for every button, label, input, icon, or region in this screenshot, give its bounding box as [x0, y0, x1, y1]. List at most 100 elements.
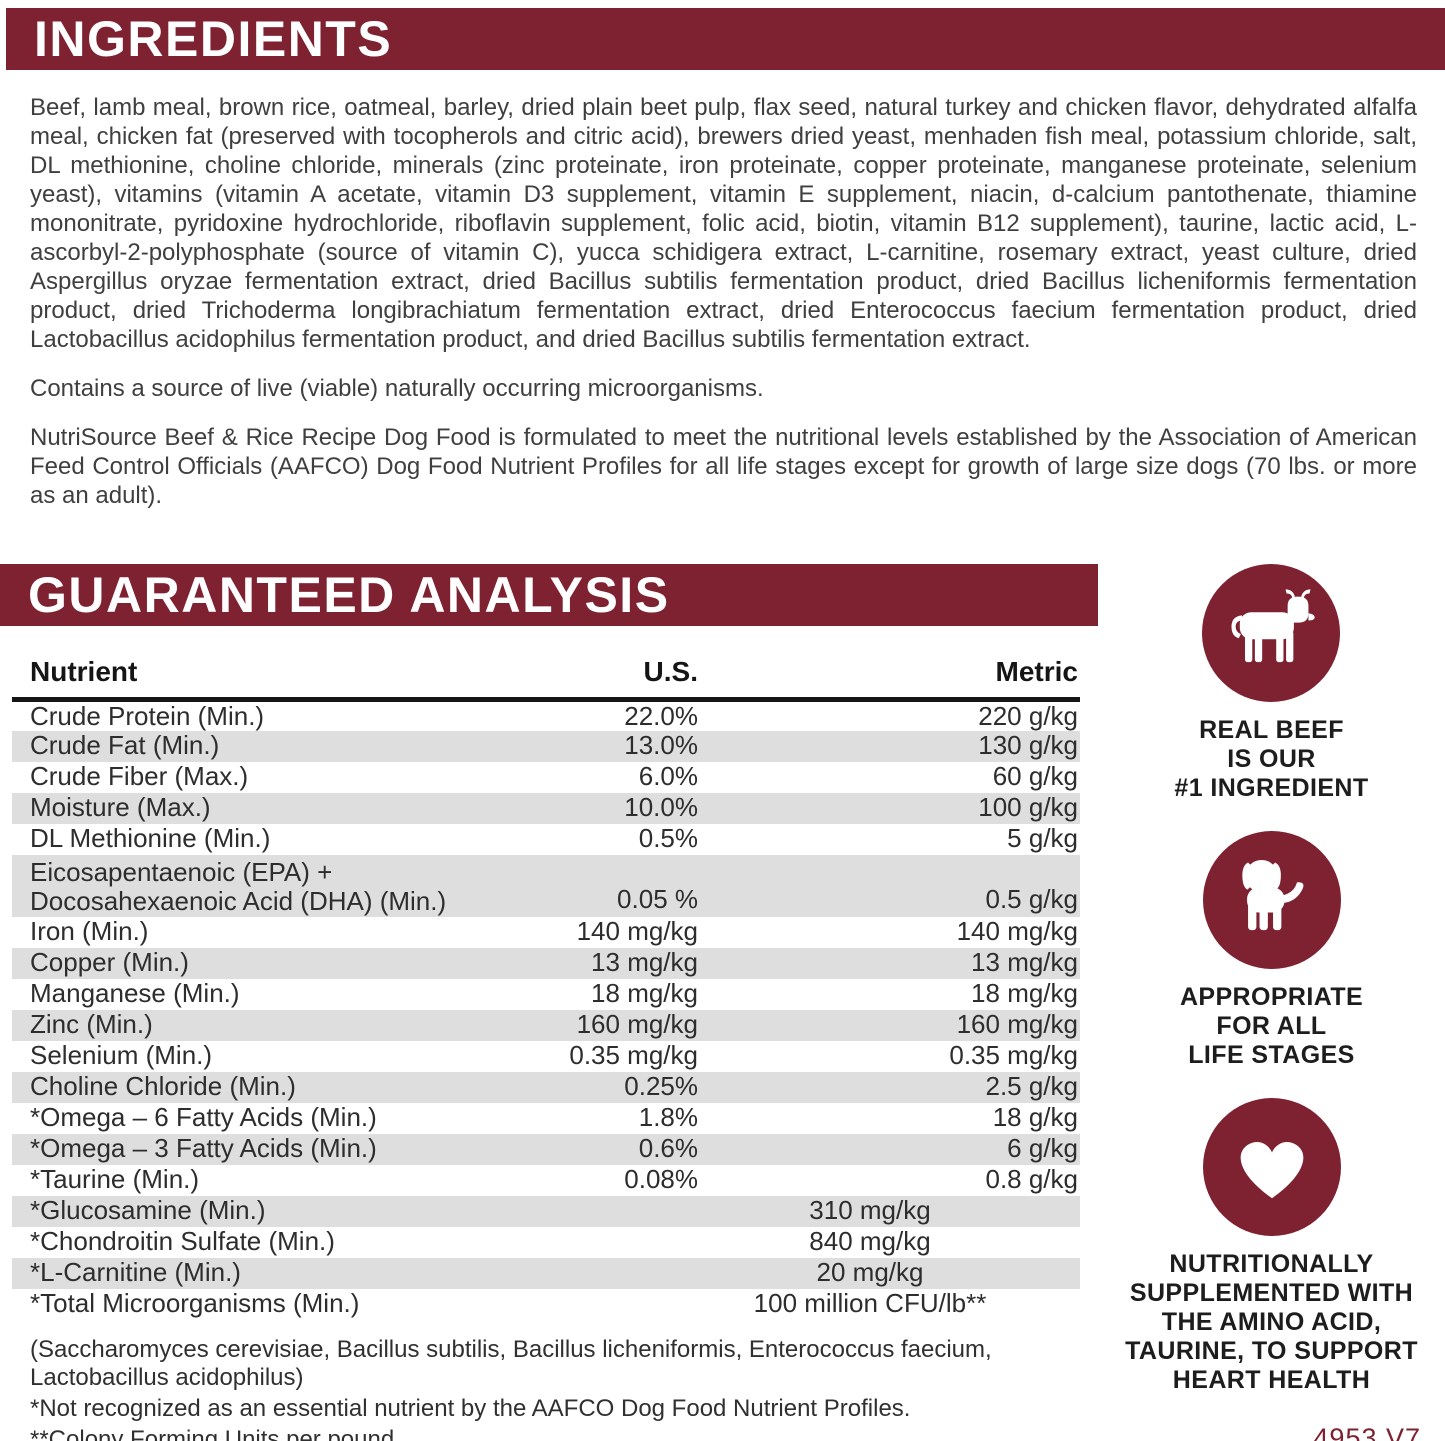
nutrient-name: *Glucosamine (Min.)	[30, 1195, 266, 1226]
nutrient-name: Eicosapentaenoic (EPA) + Docosahexaenoic…	[30, 856, 447, 916]
nutrient-name: Crude Protein (Min.)	[30, 700, 265, 731]
nutrient-name: Crude Fiber (Max.)	[30, 761, 249, 792]
guaranteed-analysis-banner: GUARANTEED ANALYSIS	[0, 564, 1098, 626]
analysis-row: *Omega – 6 Fatty Acids (Min.) 1.8% 18 g/kg	[12, 1103, 1080, 1134]
nutrient-value-metric: 130 g/kg	[978, 730, 1078, 761]
footnote: **Colony Forming Units per pound	[30, 1425, 395, 1441]
guaranteed-analysis-section: GUARANTEED ANALYSIS Nutrient U.S. Metric…	[0, 564, 1098, 1441]
column-header-us: U.S.	[490, 656, 700, 702]
analysis-row: Choline Chloride (Min.) 0.25% 2.5 g/kg	[12, 1071, 1080, 1103]
analysis-row: Zinc (Min.) 160 mg/kg 160 mg/kg	[12, 1009, 1080, 1041]
version-code: 4953 V7	[1313, 1423, 1421, 1441]
nutrient-name: Moisture (Max.)	[30, 792, 211, 823]
nutrient-value: 20 mg/kg	[816, 1257, 924, 1288]
nutrient-value-metric: 6 g/kg	[1007, 1133, 1078, 1164]
badge-caption: REAL BEEF IS OUR #1 INGREDIENT	[1174, 716, 1369, 802]
analysis-row: *Omega – 3 Fatty Acids (Min.) 0.6% 6 g/kg	[12, 1133, 1080, 1165]
nutrient-value-metric: 5 g/kg	[1007, 823, 1078, 854]
nutrient-value-us: 0.6%	[638, 1133, 698, 1164]
nutrient-value-us: 0.5%	[638, 823, 698, 854]
analysis-header-row: Nutrient U.S. Metric	[12, 656, 1080, 702]
nutrient-name: Choline Chloride (Min.)	[30, 1071, 296, 1102]
nutrient-name: *L-Carnitine (Min.)	[30, 1257, 241, 1288]
nutrient-name: *Omega – 6 Fatty Acids (Min.)	[30, 1102, 377, 1133]
live-microorganisms-note: Contains a source of live (viable) natur…	[30, 375, 764, 402]
guaranteed-analysis-title: GUARANTEED ANALYSIS	[28, 567, 670, 623]
nutrient-value: 840 mg/kg	[809, 1226, 931, 1257]
analysis-footnotes: (Saccharomyces cerevisiae, Bacillus subt…	[30, 1336, 1054, 1441]
nutrient-value-metric: 100 g/kg	[978, 792, 1078, 823]
nutrient-value-metric: 220 g/kg	[978, 700, 1078, 731]
nutrient-value-us: 13 mg/kg	[591, 947, 698, 978]
nutrient-name: *Chondroitin Sulfate (Min.)	[30, 1226, 335, 1257]
badge-caption: NUTRITIONALLY SUPPLEMENTED WITH THE AMINO …	[1125, 1250, 1418, 1394]
analysis-row: *L-Carnitine (Min.) 20 mg/kg	[12, 1257, 1080, 1289]
nutrient-name: Iron (Min.)	[30, 916, 149, 947]
nutrient-value-metric: 60 g/kg	[992, 761, 1078, 792]
guaranteed-analysis-table: Nutrient U.S. Metric Crude Protein (Min.…	[12, 656, 1080, 1320]
analysis-row: Moisture (Max.) 10.0% 100 g/kg	[12, 792, 1080, 824]
nutrient-value-metric: 13 mg/kg	[971, 947, 1078, 978]
nutrient-name: *Total Microorganisms (Min.)	[30, 1288, 360, 1319]
footnote: *Not recognized as an essential nutrient…	[30, 1394, 911, 1422]
nutrient-name: Crude Fat (Min.)	[30, 730, 220, 761]
nutrient-value-metric: 2.5 g/kg	[985, 1071, 1078, 1102]
nutrient-value-us: 6.0%	[638, 761, 698, 792]
nutrient-value-us: 10.0%	[624, 792, 698, 823]
benefit-badges-column: REAL BEEF IS OUR #1 INGREDIENT APPROPRIATE…	[1098, 564, 1445, 1441]
nutrient-value-metric: 18 mg/kg	[971, 978, 1078, 1009]
heart-icon	[1202, 1098, 1341, 1236]
column-header-metric: Metric	[700, 656, 1080, 702]
nutrient-value-us: 0.25%	[624, 1071, 698, 1102]
badge-caption: APPROPRIATE FOR ALL LIFE STAGES	[1179, 983, 1364, 1069]
nutrient-name: *Omega – 3 Fatty Acids (Min.)	[30, 1133, 377, 1164]
nutrient-value-metric: 18 g/kg	[992, 1102, 1078, 1133]
aafco-statement: NutriSource Beef & Rice Recipe Dog Food …	[30, 424, 1417, 509]
nutrient-value-us: 13.0%	[624, 730, 698, 761]
nutrient-value-us: 22.0%	[624, 700, 698, 731]
dog-badge: APPROPRIATE FOR ALL LIFE STAGES	[1180, 831, 1363, 1070]
ingredients-list: Beef, lamb meal, brown rice, oatmeal, ba…	[30, 94, 1417, 353]
nutrient-value-us: 0.08%	[624, 1164, 698, 1195]
nutrient-value-metric: 0.35 mg/kg	[949, 1040, 1078, 1071]
nutrient-value-us: 1.8%	[638, 1102, 698, 1133]
analysis-row: Copper (Min.) 13 mg/kg 13 mg/kg	[12, 947, 1080, 979]
nutrient-name: Copper (Min.)	[30, 947, 189, 978]
ingredients-banner: INGREDIENTS	[6, 8, 1445, 70]
nutrient-value-us: 0.35 mg/kg	[569, 1040, 698, 1071]
lower-section: GUARANTEED ANALYSIS Nutrient U.S. Metric…	[0, 564, 1445, 1441]
nutrient-value: 100 million CFU/lb**	[753, 1288, 987, 1319]
nutrient-value-us: 0.05 %	[617, 884, 698, 915]
nutrient-value-metric: 0.5 g/kg	[985, 884, 1078, 915]
nutrient-value-us: 160 mg/kg	[576, 1009, 698, 1040]
cow-badge: REAL BEEF IS OUR #1 INGREDIENT	[1174, 564, 1368, 803]
analysis-row: *Total Microorganisms (Min.) 100 million …	[12, 1289, 1080, 1320]
nutrient-name: Selenium (Min.)	[30, 1040, 213, 1071]
dog-icon	[1202, 831, 1341, 969]
analysis-row: *Glucosamine (Min.) 310 mg/kg	[12, 1195, 1080, 1227]
nutrient-name: DL Methionine (Min.)	[30, 823, 271, 854]
heart-badge: NUTRITIONALLY SUPPLEMENTED WITH THE AMINO …	[1125, 1098, 1418, 1395]
nutrient-value-metric: 140 mg/kg	[956, 916, 1078, 947]
analysis-row: Crude Protein (Min.) 22.0% 220 g/kg	[12, 700, 1080, 731]
cow-icon	[1202, 564, 1341, 702]
analysis-row: DL Methionine (Min.) 0.5% 5 g/kg	[12, 824, 1080, 855]
analysis-row: Iron (Min.) 140 mg/kg 140 mg/kg	[12, 917, 1080, 948]
column-header-nutrient: Nutrient	[12, 656, 490, 702]
nutrient-name: Zinc (Min.)	[30, 1009, 153, 1040]
analysis-row: Crude Fat (Min.) 13.0% 130 g/kg	[12, 730, 1080, 762]
ingredients-title: INGREDIENTS	[34, 11, 393, 67]
analysis-row: *Chondroitin Sulfate (Min.) 840 mg/kg	[12, 1227, 1080, 1258]
nutrient-name: Manganese (Min.)	[30, 978, 240, 1009]
analysis-row: Crude Fiber (Max.) 6.0% 60 g/kg	[12, 762, 1080, 793]
analysis-row: Manganese (Min.) 18 mg/kg 18 mg/kg	[12, 979, 1080, 1010]
nutrient-value-us: 140 mg/kg	[576, 916, 698, 947]
analysis-row: *Taurine (Min.) 0.08% 0.8 g/kg	[12, 1165, 1080, 1196]
nutrient-value-metric: 0.8 g/kg	[985, 1164, 1078, 1195]
nutrient-value-us: 18 mg/kg	[591, 978, 698, 1009]
footnote: (Saccharomyces cerevisiae, Bacillus subt…	[30, 1335, 992, 1391]
nutrient-value-metric: 160 mg/kg	[956, 1009, 1078, 1040]
analysis-row: Selenium (Min.) 0.35 mg/kg 0.35 mg/kg	[12, 1041, 1080, 1072]
nutrient-name: *Taurine (Min.)	[30, 1164, 200, 1195]
